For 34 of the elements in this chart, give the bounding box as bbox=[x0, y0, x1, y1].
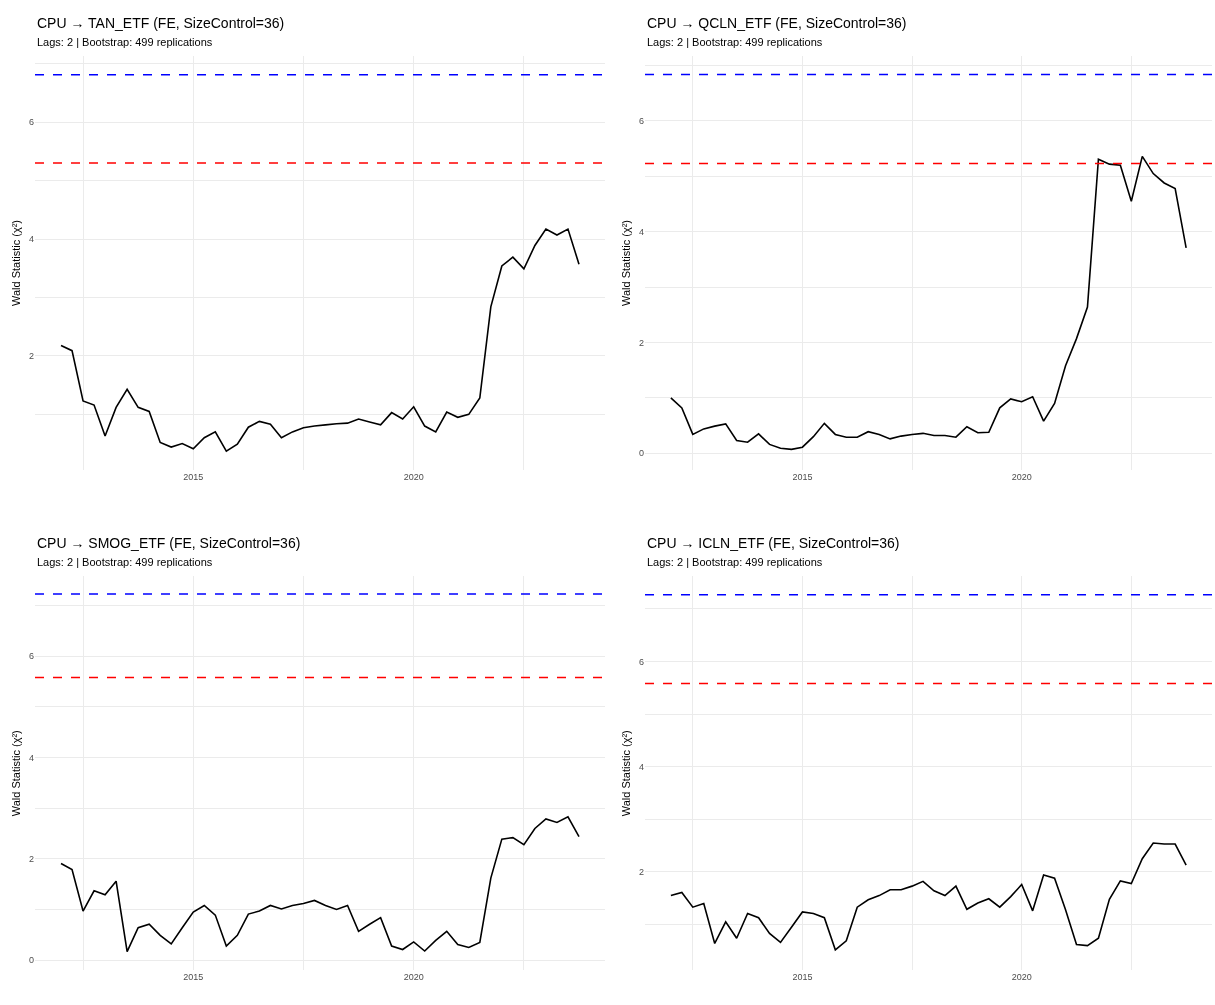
x-tick-label: 2020 bbox=[1011, 972, 1032, 983]
chart-subtitle: Lags: 2 | Bootstrap: 499 replications bbox=[647, 556, 823, 568]
y-tick-label: 2 bbox=[638, 337, 644, 348]
chart-subtitle: Lags: 2 | Bootstrap: 499 replications bbox=[37, 556, 213, 568]
y-tick-label: 0 bbox=[638, 448, 644, 459]
x-tick-label: 2020 bbox=[403, 972, 424, 983]
y-axis-title: Wald Statistic (χ²) bbox=[619, 730, 632, 817]
y-tick-label: 4 bbox=[638, 761, 644, 772]
chart-title: CPU → QCLN_ETF (FE, SizeControl=36) bbox=[647, 15, 907, 31]
y-tick-label: 4 bbox=[28, 752, 34, 763]
chart-title: CPU → TAN_ETF (FE, SizeControl=36) bbox=[37, 15, 285, 31]
chart-subtitle: Lags: 2 | Bootstrap: 499 replications bbox=[37, 36, 213, 48]
y-axis-title: Wald Statistic (χ²) bbox=[9, 730, 22, 817]
x-tick-label: 2015 bbox=[183, 972, 204, 983]
y-axis-title: Wald Statistic (χ²) bbox=[9, 219, 22, 307]
y-tick-label: 2 bbox=[28, 854, 34, 865]
chart-title: CPU → SMOG_ETF (FE, SizeControl=36) bbox=[37, 535, 301, 551]
y-tick-label: 6 bbox=[28, 117, 34, 128]
x-tick-label: 2015 bbox=[183, 471, 204, 482]
y-tick-label: 4 bbox=[28, 234, 34, 245]
x-tick-label: 2015 bbox=[792, 471, 813, 482]
x-tick-label: 2020 bbox=[403, 471, 424, 482]
y-axis-title: Wald Statistic (χ²) bbox=[619, 219, 632, 307]
y-tick-label: 6 bbox=[638, 656, 644, 667]
y-tick-label: 6 bbox=[638, 116, 644, 127]
y-tick-label: 4 bbox=[638, 226, 644, 237]
chart-subtitle: Lags: 2 | Bootstrap: 499 replications bbox=[647, 36, 823, 48]
y-tick-label: 0 bbox=[28, 955, 34, 966]
y-tick-label: 6 bbox=[28, 651, 34, 662]
y-tick-label: 2 bbox=[638, 867, 644, 878]
x-tick-label: 2015 bbox=[792, 972, 813, 983]
chart-title: CPU → ICLN_ETF (FE, SizeControl=36) bbox=[647, 535, 900, 551]
x-tick-label: 2020 bbox=[1011, 471, 1032, 482]
y-tick-label: 2 bbox=[28, 351, 34, 362]
